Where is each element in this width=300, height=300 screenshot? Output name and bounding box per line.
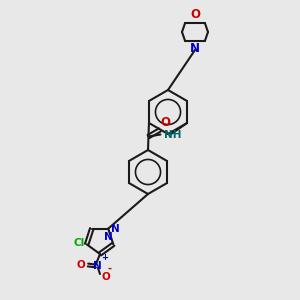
Text: +: + xyxy=(101,253,108,262)
Text: N: N xyxy=(103,232,112,242)
Text: O: O xyxy=(76,260,85,270)
Text: O: O xyxy=(102,272,111,282)
Text: N: N xyxy=(111,224,120,234)
Text: O: O xyxy=(190,8,200,22)
Text: NH: NH xyxy=(164,130,182,140)
Text: N: N xyxy=(190,42,200,55)
Text: -: - xyxy=(107,264,111,274)
Text: N: N xyxy=(93,261,101,271)
Text: Cl: Cl xyxy=(74,238,85,248)
Text: O: O xyxy=(161,116,171,128)
